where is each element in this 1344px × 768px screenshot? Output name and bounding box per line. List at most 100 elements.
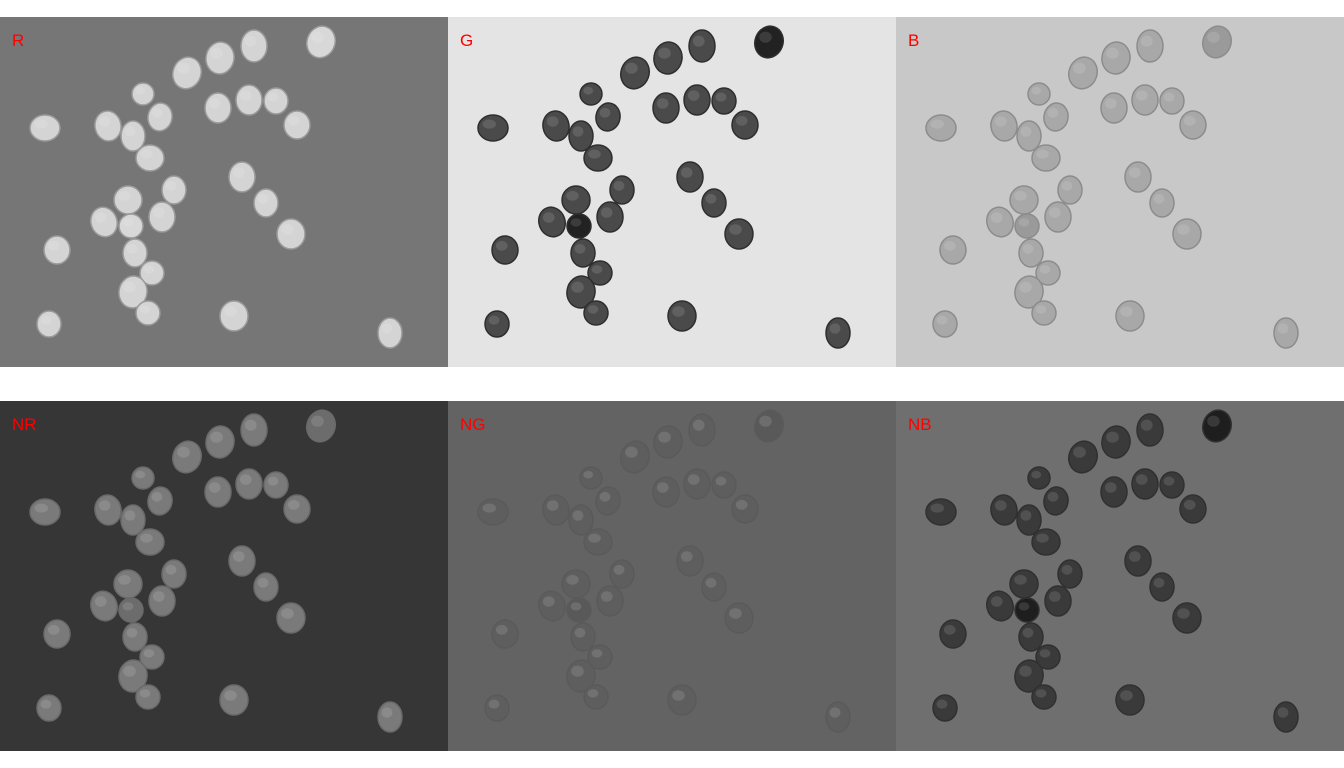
bean — [1124, 161, 1152, 193]
bean-highlight — [488, 699, 500, 709]
bean — [939, 235, 967, 265]
bean-highlight — [715, 476, 727, 486]
bean — [1179, 494, 1207, 524]
bean — [570, 622, 596, 652]
bean — [1202, 409, 1232, 443]
bean-highlight — [118, 190, 131, 201]
bean — [377, 317, 403, 349]
bean-highlight — [583, 86, 594, 95]
bean — [1031, 300, 1057, 326]
bean — [542, 494, 570, 526]
bean — [688, 413, 716, 447]
bean — [263, 471, 289, 499]
bean — [620, 56, 650, 90]
bean-highlight — [735, 115, 748, 126]
bean — [477, 114, 509, 142]
bean — [43, 235, 71, 265]
bean — [204, 476, 232, 508]
bean-highlight — [287, 499, 300, 510]
bean-highlight — [587, 305, 599, 314]
bean — [1014, 275, 1044, 309]
bean-highlight — [126, 627, 138, 638]
bean — [484, 694, 510, 722]
bean — [701, 188, 727, 218]
bean-highlight — [705, 193, 717, 204]
bean — [566, 275, 596, 309]
bean — [131, 82, 155, 106]
bean-highlight — [1035, 689, 1047, 698]
bean-highlight — [239, 90, 252, 101]
bean-highlight — [267, 476, 279, 486]
bean-highlight — [1036, 149, 1049, 159]
bean — [1100, 92, 1128, 124]
bean — [1035, 260, 1061, 286]
bean — [583, 528, 613, 556]
panel-label-ng: NG — [460, 415, 486, 434]
bean-highlight — [572, 126, 584, 137]
bean — [595, 102, 621, 132]
bean — [135, 684, 161, 710]
bean-highlight — [692, 35, 705, 47]
bean — [94, 494, 122, 526]
bean-highlight — [1104, 98, 1117, 109]
bean-highlight — [224, 690, 237, 701]
bean — [1027, 82, 1051, 106]
bean — [276, 602, 306, 634]
bean-highlight — [257, 193, 269, 204]
bean-highlight — [930, 119, 944, 129]
bean — [1044, 201, 1072, 233]
bean-highlight — [98, 500, 111, 511]
bean — [570, 238, 596, 268]
bean — [1068, 440, 1098, 474]
bean — [932, 310, 958, 338]
bean-highlight — [1073, 446, 1086, 458]
bean-highlight — [224, 306, 237, 317]
bean-highlight — [599, 107, 611, 118]
bean-highlight — [152, 207, 165, 218]
panel-label-g: G — [460, 31, 474, 50]
bean-highlight — [139, 689, 151, 698]
bean — [1149, 188, 1175, 218]
bean-highlight — [1177, 224, 1190, 235]
panel-label-nr: NR — [12, 415, 37, 434]
bean-highlight — [1153, 193, 1165, 204]
bean — [925, 498, 957, 526]
bean — [306, 25, 336, 59]
bean-highlight — [672, 306, 685, 317]
bean-highlight — [990, 596, 1003, 607]
bean-highlight — [1031, 470, 1042, 479]
bean — [1100, 476, 1128, 508]
bean — [1031, 528, 1061, 556]
bean — [986, 590, 1014, 622]
bean-highlight — [1207, 31, 1220, 43]
bean-highlight — [488, 315, 500, 325]
bean — [566, 659, 596, 693]
bean — [1035, 644, 1061, 670]
bean — [90, 590, 118, 622]
bean — [1014, 213, 1040, 239]
bean-highlight — [177, 446, 190, 458]
bean-highlight — [574, 627, 586, 638]
bean — [113, 185, 143, 215]
bean-highlight — [1277, 323, 1289, 334]
bean — [579, 82, 603, 106]
bean — [667, 300, 697, 332]
bean — [939, 619, 967, 649]
bean-highlight — [124, 510, 136, 521]
bean — [135, 144, 165, 172]
bean-highlight — [495, 240, 508, 251]
bean — [1009, 569, 1039, 599]
bean — [583, 300, 609, 326]
bean-highlight — [98, 116, 111, 127]
bean-highlight — [152, 591, 165, 602]
bean-highlight — [759, 31, 772, 43]
bean-highlight — [587, 689, 599, 698]
bean — [135, 528, 165, 556]
bean — [1273, 701, 1299, 733]
bean-highlight — [1128, 551, 1141, 562]
bean-highlight — [232, 167, 245, 178]
bean — [568, 504, 594, 536]
bean-highlight — [47, 624, 60, 635]
bean-highlight — [381, 323, 393, 334]
bean-highlight — [759, 415, 772, 427]
